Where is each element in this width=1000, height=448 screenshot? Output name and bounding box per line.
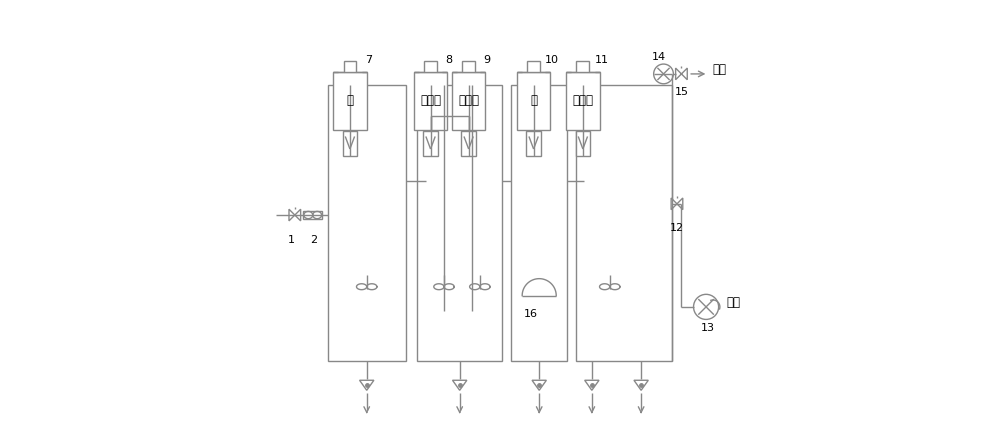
Polygon shape xyxy=(453,380,467,390)
Polygon shape xyxy=(671,198,683,210)
Circle shape xyxy=(694,294,719,319)
Bar xyxy=(328,85,406,361)
Text: 1: 1 xyxy=(288,235,295,245)
Polygon shape xyxy=(585,380,599,390)
Text: 16: 16 xyxy=(524,309,538,319)
Bar xyxy=(576,131,590,156)
Text: 13: 13 xyxy=(701,323,715,333)
Text: 氧化剂: 氧化剂 xyxy=(420,94,441,108)
Bar xyxy=(576,85,672,361)
Text: 出水: 出水 xyxy=(726,296,740,309)
Text: 15: 15 xyxy=(674,87,688,97)
Text: 8: 8 xyxy=(445,56,453,65)
Bar xyxy=(526,131,541,156)
Text: 2: 2 xyxy=(311,235,318,245)
Polygon shape xyxy=(532,380,546,390)
Text: 酸: 酸 xyxy=(346,94,353,108)
Polygon shape xyxy=(634,380,648,390)
Bar xyxy=(452,72,485,130)
Bar xyxy=(527,61,540,72)
Bar xyxy=(511,85,567,361)
Bar xyxy=(462,61,475,72)
Polygon shape xyxy=(360,380,374,390)
Text: 9: 9 xyxy=(484,56,491,65)
Polygon shape xyxy=(676,68,687,80)
Text: 10: 10 xyxy=(545,56,559,65)
Text: 14: 14 xyxy=(652,52,666,62)
Polygon shape xyxy=(289,209,301,221)
Bar xyxy=(417,85,502,361)
Text: 12: 12 xyxy=(670,224,684,233)
Bar xyxy=(423,131,438,156)
Text: 助凝剂: 助凝剂 xyxy=(572,94,593,108)
Bar xyxy=(517,72,550,130)
Text: 排泥: 排泥 xyxy=(713,63,727,76)
Bar xyxy=(576,61,589,72)
Bar xyxy=(461,131,476,156)
Text: 7: 7 xyxy=(365,56,372,65)
Bar xyxy=(414,72,447,130)
Bar xyxy=(424,61,437,72)
Bar xyxy=(344,61,356,72)
Bar xyxy=(303,211,322,220)
Text: 碱: 碱 xyxy=(530,94,537,108)
Text: 11: 11 xyxy=(594,56,608,65)
Bar xyxy=(333,72,367,130)
Bar xyxy=(343,131,357,156)
Bar xyxy=(566,72,600,130)
Circle shape xyxy=(654,64,673,84)
Text: 催化剂: 催化剂 xyxy=(458,94,479,108)
